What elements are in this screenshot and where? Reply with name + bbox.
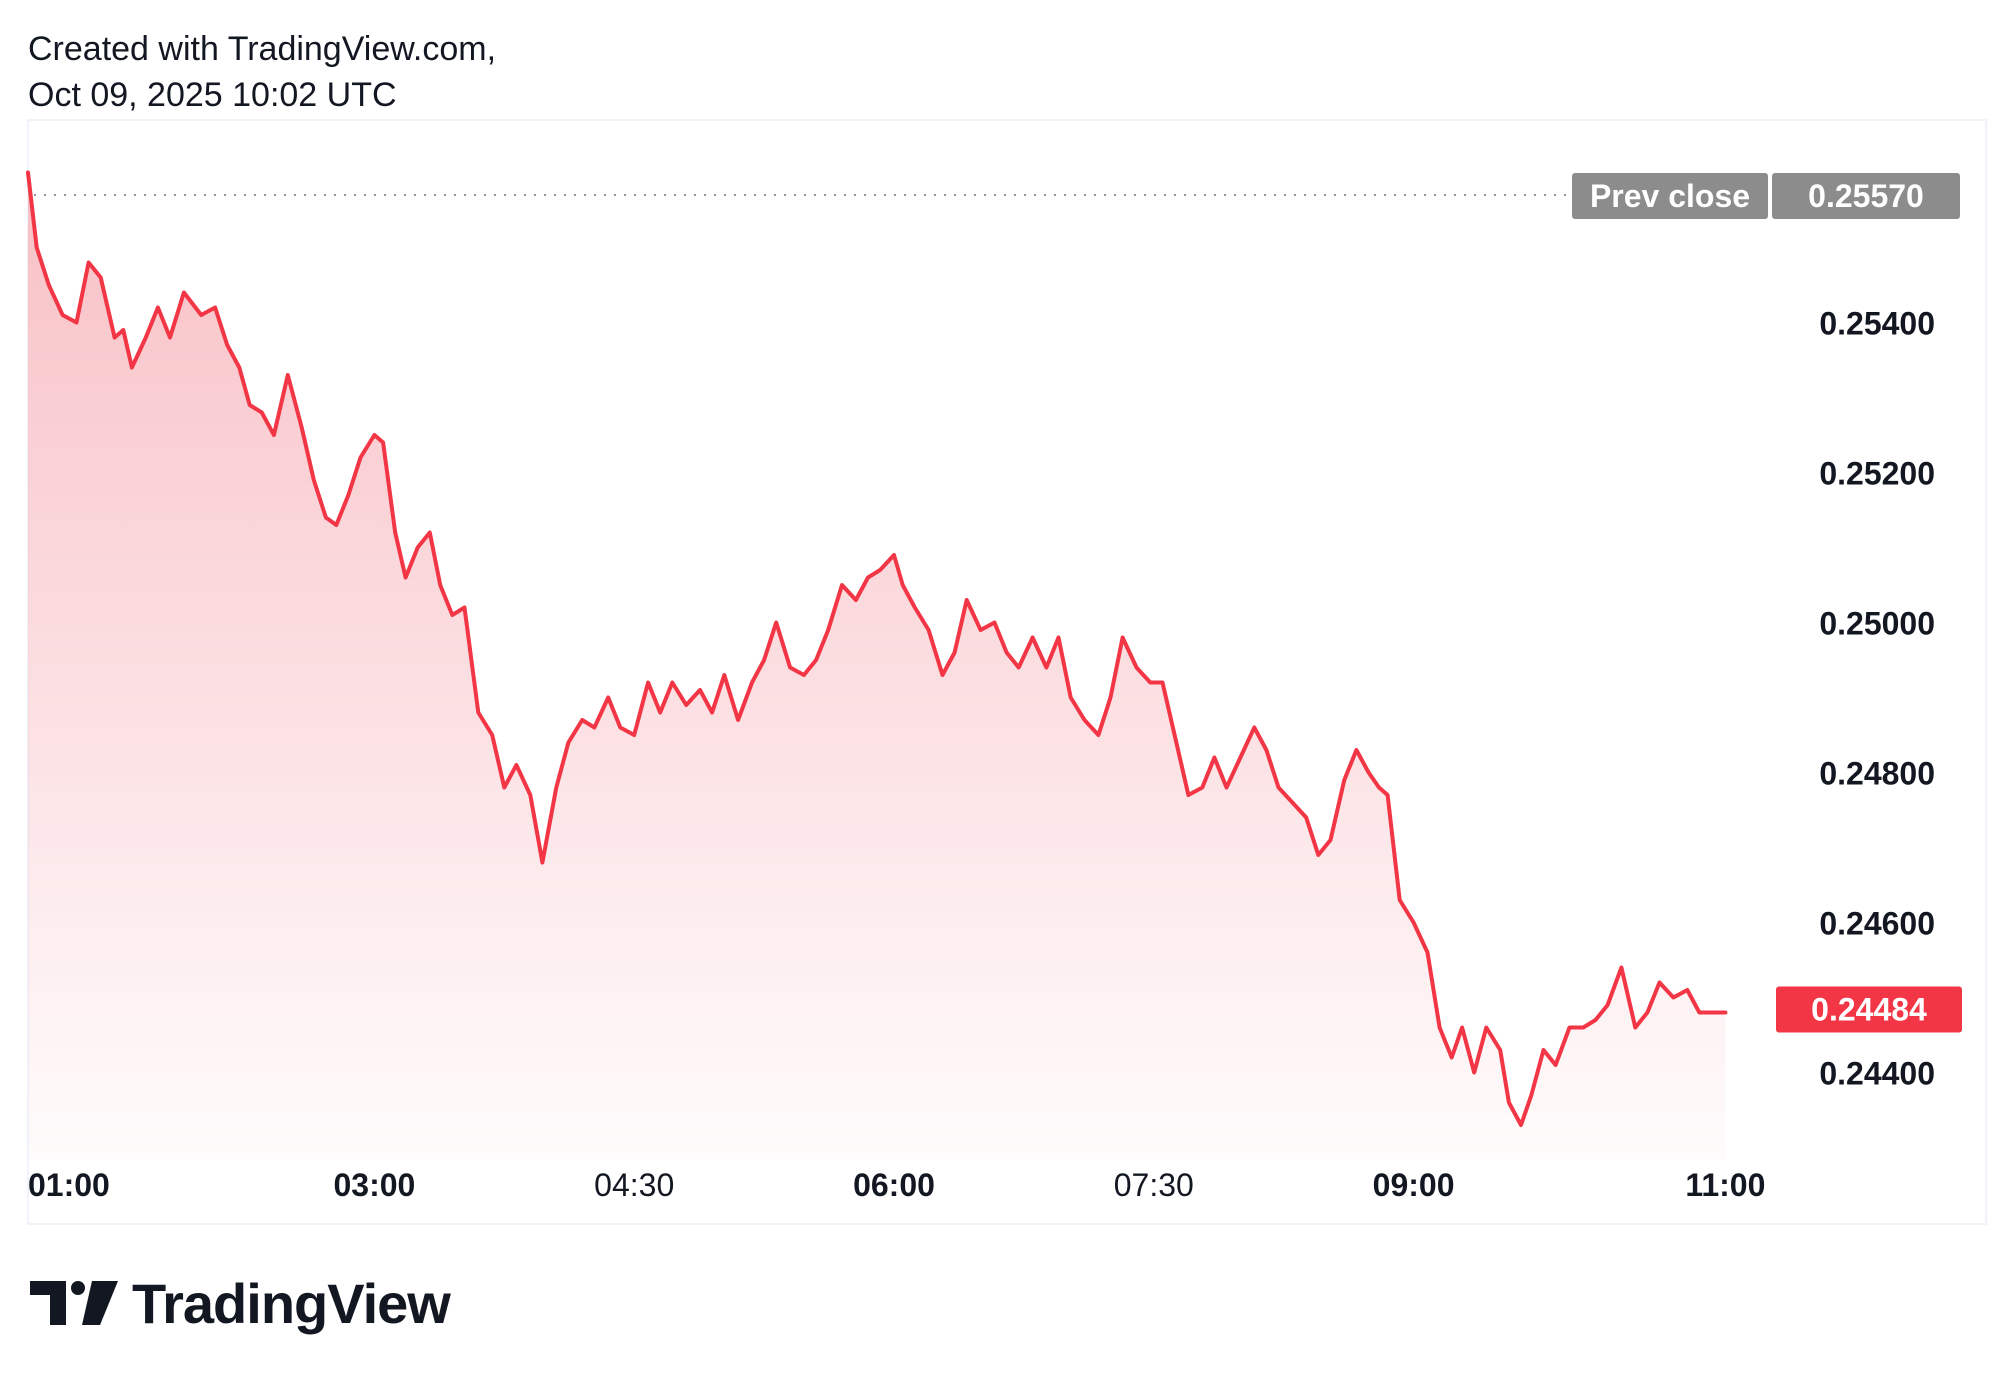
x-tick-label: 04:30 bbox=[594, 1167, 674, 1203]
y-tick-label: 0.24600 bbox=[1819, 906, 1935, 942]
prev-close-badge bbox=[1572, 173, 1768, 219]
price-area-fill bbox=[28, 172, 1726, 1160]
tradingview-logo-icon bbox=[30, 1281, 118, 1325]
x-tick-label: 09:00 bbox=[1373, 1167, 1455, 1203]
x-axis: 01:00 03:00 04:30 06:00 07:30 09:00 11:00 bbox=[28, 1167, 1765, 1203]
tradingview-brand[interactable]: TradingView bbox=[30, 1271, 451, 1335]
x-tick-label: 03:00 bbox=[333, 1167, 415, 1203]
brand-name: TradingView bbox=[132, 1271, 451, 1335]
x-tick-label: 11:00 bbox=[1685, 1167, 1765, 1203]
prev-close-value: 0.25570 bbox=[1808, 178, 1924, 214]
prev-close-value-badge bbox=[1772, 173, 1960, 219]
created-with-label: Created with TradingView.com, bbox=[28, 30, 497, 68]
timestamp-label: Oct 09, 2025 10:02 UTC bbox=[28, 76, 397, 114]
plot-area bbox=[26, 170, 1728, 1160]
x-tick-label: 01:00 bbox=[28, 1167, 110, 1203]
y-tick-label: 0.25400 bbox=[1819, 306, 1935, 342]
y-axis: 0.25400 0.25200 0.25000 0.24800 0.24600 0.244… bbox=[1819, 306, 1935, 1092]
prev-close-label: Prev close bbox=[1590, 178, 1750, 214]
price-badges: Prev close 0.25570 0.24484 bbox=[1572, 173, 1962, 1033]
y-tick-label: 0.25000 bbox=[1819, 606, 1935, 642]
x-tick-label: 07:30 bbox=[1114, 1167, 1194, 1203]
x-tick-label: 06:00 bbox=[853, 1167, 935, 1203]
y-tick-label: 0.25200 bbox=[1819, 456, 1935, 492]
y-tick-label: 0.24400 bbox=[1819, 1056, 1935, 1092]
y-tick-label: 0.24800 bbox=[1819, 756, 1935, 792]
price-line bbox=[26, 170, 1728, 1127]
chart-header: Created with TradingView.com, Oct 09, 20… bbox=[28, 26, 496, 118]
last-price-badge bbox=[1776, 986, 1962, 1033]
last-price-value: 0.24484 bbox=[1811, 992, 1927, 1028]
